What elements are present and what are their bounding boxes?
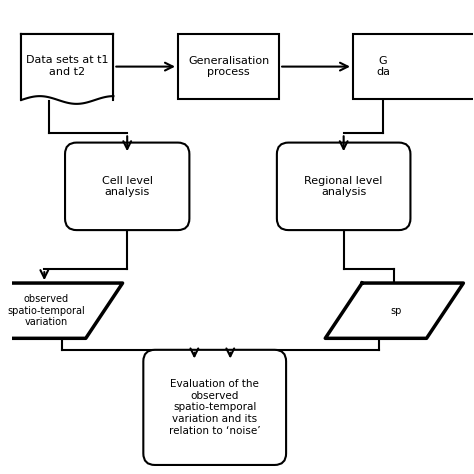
- Text: G
da: G da: [376, 56, 390, 77]
- Bar: [353, 34, 474, 99]
- Bar: [21, 34, 113, 103]
- Text: Evaluation of the
observed
spatio-temporal
variation and its
relation to ‘noise’: Evaluation of the observed spatio-tempor…: [169, 379, 261, 436]
- Text: Regional level
analysis: Regional level analysis: [304, 175, 383, 197]
- Bar: [178, 34, 279, 99]
- Text: Generalisation
process: Generalisation process: [188, 56, 269, 77]
- Text: sp: sp: [391, 306, 402, 316]
- Polygon shape: [325, 283, 464, 338]
- Text: Data sets at t1
and t2: Data sets at t1 and t2: [26, 55, 109, 77]
- Text: Cell level
analysis: Cell level analysis: [102, 175, 153, 197]
- FancyBboxPatch shape: [277, 143, 410, 230]
- Text: observed
spatio-temporal
variation: observed spatio-temporal variation: [7, 294, 85, 327]
- FancyBboxPatch shape: [143, 350, 286, 465]
- FancyBboxPatch shape: [65, 143, 190, 230]
- Polygon shape: [0, 283, 123, 338]
